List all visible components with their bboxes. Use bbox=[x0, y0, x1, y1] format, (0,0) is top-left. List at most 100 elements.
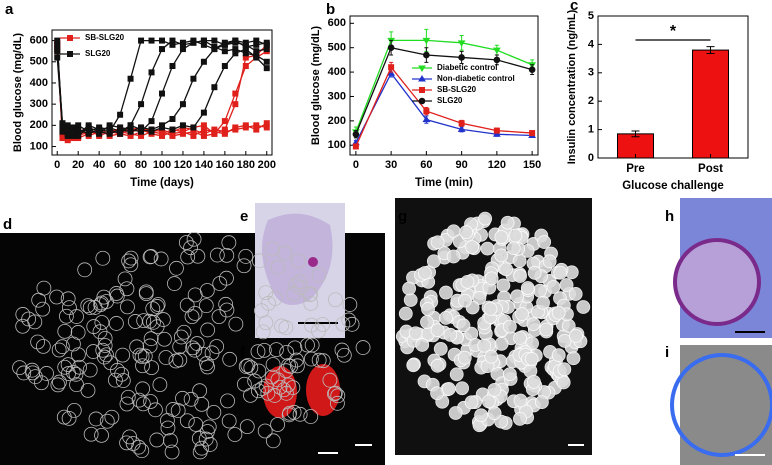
capsule bbox=[120, 389, 136, 405]
capsule bbox=[439, 285, 453, 300]
capsule bbox=[158, 350, 174, 365]
y-tick-label: 600 bbox=[30, 34, 48, 46]
y-tick-label: 3 bbox=[588, 67, 594, 79]
marker bbox=[221, 48, 228, 55]
capsule bbox=[15, 318, 31, 334]
capsule bbox=[322, 372, 338, 388]
capsule bbox=[274, 318, 289, 334]
legend-marker bbox=[418, 65, 426, 72]
capsule bbox=[170, 403, 186, 418]
capsule bbox=[165, 402, 181, 417]
capsule bbox=[355, 340, 371, 355]
capsule bbox=[283, 358, 299, 374]
capsule bbox=[108, 316, 124, 331]
marker bbox=[232, 39, 239, 46]
legend-marker bbox=[67, 35, 73, 41]
capsule bbox=[256, 342, 272, 358]
marker bbox=[528, 66, 536, 73]
marker bbox=[253, 122, 260, 129]
y-tick-label: 0 bbox=[588, 152, 594, 164]
capsule bbox=[546, 280, 561, 294]
panel-label: a bbox=[5, 1, 14, 18]
marker bbox=[169, 115, 176, 122]
capsule bbox=[448, 406, 463, 420]
capsule bbox=[455, 381, 470, 396]
image-panels bbox=[0, 198, 772, 465]
capsule bbox=[446, 249, 461, 264]
capsule bbox=[88, 411, 104, 427]
legend-label: SB-SLG20 bbox=[85, 33, 125, 42]
capsule bbox=[97, 330, 113, 346]
y-tick-label: 1 bbox=[588, 124, 594, 136]
capsule bbox=[16, 365, 32, 381]
capsule bbox=[35, 338, 51, 354]
x-tick-label: 100 bbox=[153, 159, 171, 171]
capsule bbox=[292, 274, 308, 290]
capsule bbox=[520, 281, 535, 295]
capsule bbox=[478, 211, 493, 226]
capsule bbox=[459, 225, 474, 240]
capsule bbox=[70, 325, 86, 340]
capsule bbox=[96, 349, 112, 365]
image-h-capsule bbox=[673, 238, 761, 326]
marker bbox=[200, 58, 207, 65]
capsule bbox=[576, 300, 591, 314]
marker bbox=[148, 128, 155, 135]
y-tick-label: 300 bbox=[30, 98, 48, 110]
capsule bbox=[303, 296, 319, 311]
capsule bbox=[34, 375, 49, 391]
capsule bbox=[496, 278, 511, 293]
capsule bbox=[456, 318, 471, 333]
image-f-islet bbox=[306, 364, 340, 416]
capsule bbox=[86, 319, 102, 334]
marker bbox=[75, 132, 82, 139]
marker bbox=[200, 109, 207, 116]
marker bbox=[148, 118, 155, 125]
capsule bbox=[115, 373, 131, 388]
marker bbox=[117, 128, 124, 135]
y-tick-label: 100 bbox=[30, 140, 48, 152]
capsule bbox=[344, 316, 360, 332]
capsule bbox=[270, 417, 285, 432]
line bbox=[355, 46, 533, 135]
capsule bbox=[243, 360, 259, 376]
capsule bbox=[172, 339, 188, 355]
panel-label: i bbox=[665, 344, 669, 361]
capsule bbox=[536, 295, 550, 310]
capsule bbox=[289, 358, 305, 374]
x-tick-label: Post bbox=[698, 163, 723, 175]
capsule bbox=[198, 298, 214, 314]
capsule bbox=[135, 381, 151, 397]
capsule bbox=[169, 260, 184, 276]
marker bbox=[211, 37, 218, 44]
capsule bbox=[150, 297, 166, 312]
capsule bbox=[502, 319, 517, 334]
marker bbox=[423, 108, 430, 115]
capsule bbox=[178, 235, 194, 250]
y-tick-label: 300 bbox=[328, 90, 346, 102]
marker bbox=[422, 37, 431, 45]
bar bbox=[692, 49, 729, 159]
x-tick-label: 160 bbox=[216, 159, 234, 171]
capsule bbox=[238, 249, 254, 264]
capsule bbox=[243, 387, 258, 403]
capsule bbox=[569, 328, 583, 343]
marker bbox=[85, 130, 92, 137]
capsule bbox=[119, 435, 135, 451]
capsule bbox=[430, 323, 445, 338]
capsule bbox=[57, 323, 73, 339]
x-tick-label: 0 bbox=[54, 159, 60, 171]
capsule bbox=[300, 337, 315, 353]
capsule bbox=[209, 247, 225, 263]
capsule bbox=[303, 409, 319, 424]
panel-label: c bbox=[570, 0, 578, 14]
capsule bbox=[553, 265, 568, 280]
capsule bbox=[31, 292, 47, 308]
capsule bbox=[303, 286, 319, 302]
capsule bbox=[279, 344, 295, 360]
marker bbox=[59, 124, 66, 131]
capsule bbox=[287, 340, 303, 356]
capsule bbox=[480, 241, 495, 256]
capsule bbox=[257, 423, 273, 439]
capsule bbox=[260, 385, 276, 401]
